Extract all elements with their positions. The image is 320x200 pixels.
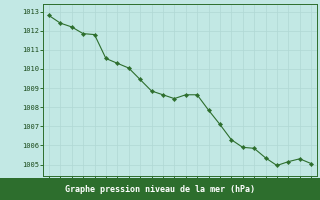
Text: Graphe pression niveau de la mer (hPa): Graphe pression niveau de la mer (hPa) <box>65 184 255 194</box>
